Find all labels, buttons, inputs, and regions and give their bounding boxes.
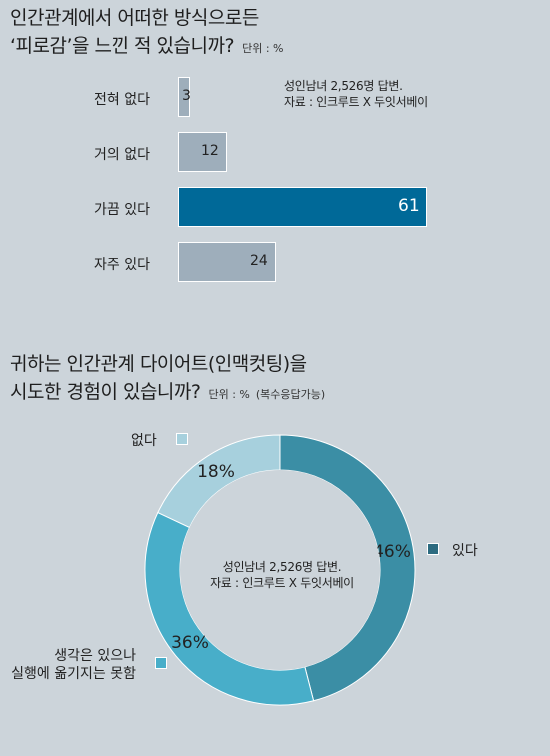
legend-want-line1: 생각은 있으나 <box>54 648 136 664</box>
bar <box>178 77 191 117</box>
donut-slice <box>157 434 281 529</box>
chart1-note-line2: 자료 : 인크루트 X 두잇서베이 <box>284 95 428 109</box>
legend-want-line2: 실행에 옮기지는 못함 <box>11 666 136 682</box>
chart2-title-line2: 시도한 경험이 있습니까? 단위 : % (복수응답가능) <box>10 381 326 403</box>
donut-value-label: 18% <box>197 462 235 482</box>
donut-value-label: 36% <box>171 633 209 653</box>
donut-value-label: 46% <box>373 542 411 562</box>
bar <box>178 242 276 282</box>
chart2-note-line1: 성인남녀 2,526명 답변. <box>222 560 342 574</box>
legend-want-label: 생각은 있으나 실행에 옮기지는 못함 <box>0 647 136 683</box>
donut-hole <box>180 470 380 670</box>
bar <box>178 132 227 172</box>
bar-value-label: 3 <box>182 88 191 104</box>
chart1-bar-chart: 전혀 없다 3 거의 없다 12 가끔 있다 61 자주 있다 24 <box>0 0 550 300</box>
chart1-title-line2: ‘피로감’을 느낀 적 있습니까? 단위 : % <box>10 35 284 57</box>
bar-category-label: 자주 있다 <box>94 257 150 273</box>
chart1-note-line1: 성인남녀 2,526명 답변. <box>284 79 403 93</box>
legend-yes-label: 있다 <box>452 543 478 559</box>
bar-value-label: 12 <box>200 143 219 159</box>
legend-yes-swatch <box>427 543 439 555</box>
chart2-donut-chart: 46% 36% 18% <box>144 434 416 706</box>
chart1-source-note: 성인남녀 2,526명 답변. 자료 : 인크루트 X 두잇서베이 <box>284 78 428 110</box>
chart2-unit: 단위 : % <box>208 388 250 401</box>
legend-no-swatch <box>176 433 188 445</box>
chart2-title: 귀하는 인간관계 다이어트(인맥컷팅)을 시도한 경험이 있습니까? 단위 : %… <box>10 350 325 409</box>
bar-category-label: 거의 없다 <box>94 147 150 163</box>
chart1-title: 인간관계에서 어떠한 방식으로든 ‘피로감’을 느낀 적 있습니까? 단위 : % <box>10 4 283 63</box>
chart1-title-line1: 인간관계에서 어떠한 방식으로든 <box>10 7 259 29</box>
chart2-unit-extra: (복수응답가능) <box>255 388 326 401</box>
bar-category-label: 가끔 있다 <box>94 202 150 218</box>
bar-category-label: 전혀 없다 <box>94 92 150 108</box>
chart2-note-line2: 자료 : 인크루트 X 두잇서베이 <box>210 576 354 590</box>
chart1-unit: 단위 : % <box>242 42 284 55</box>
bar-value-label: 24 <box>249 253 268 269</box>
bar <box>178 187 427 227</box>
legend-want-swatch <box>155 657 167 669</box>
chart2-source-note: 성인남녀 2,526명 답변. 자료 : 인크루트 X 두잇서베이 <box>197 559 367 591</box>
legend-no-label: 없다 <box>131 433 157 449</box>
chart2-title-line1: 귀하는 인간관계 다이어트(인맥컷팅)을 <box>10 353 307 375</box>
bar-value-label: 61 <box>398 196 420 216</box>
